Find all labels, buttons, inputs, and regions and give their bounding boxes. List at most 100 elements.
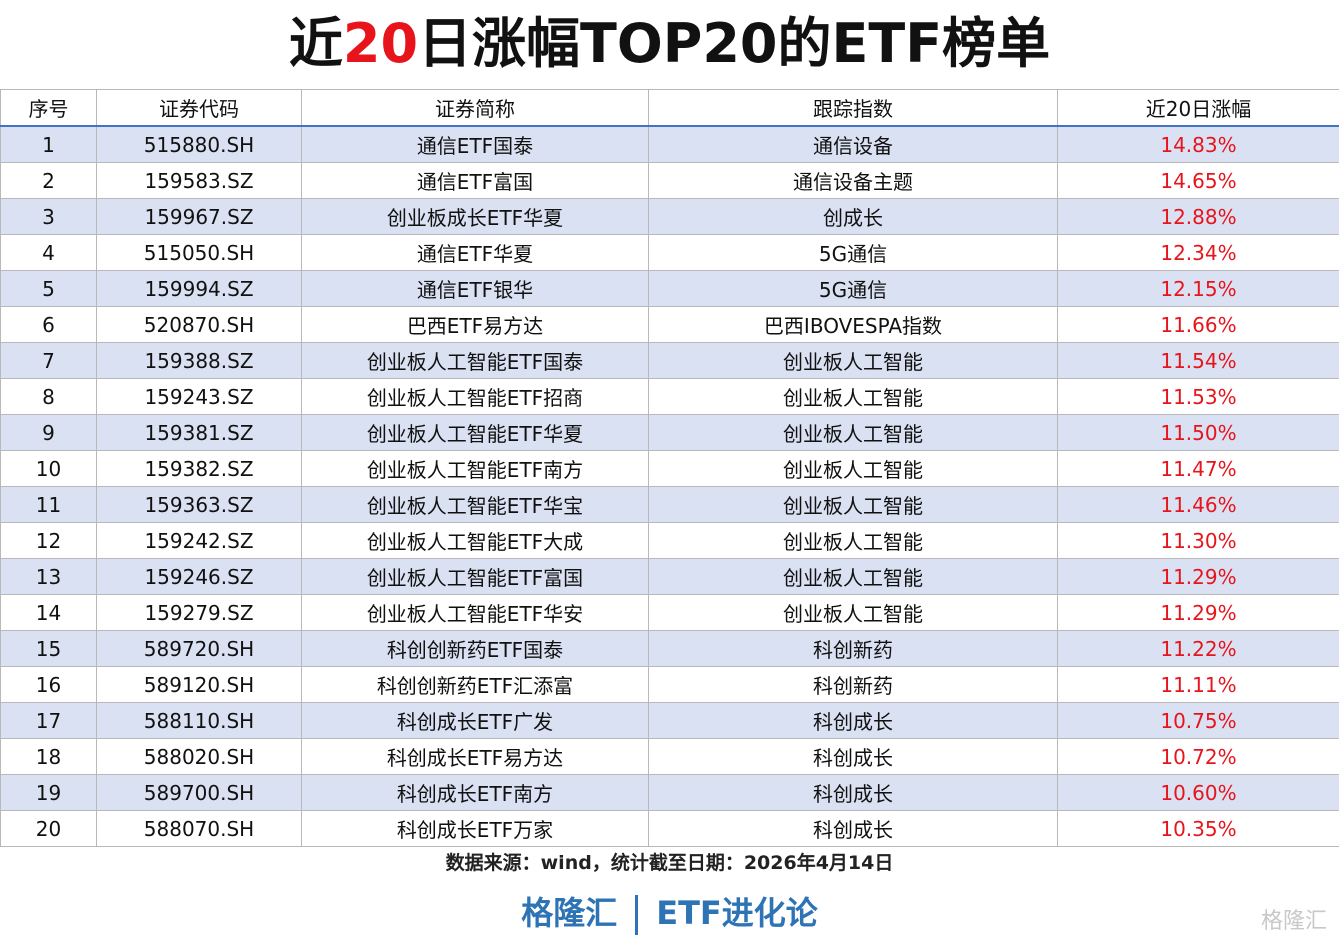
table-cell: 创业板人工智能ETF华安 bbox=[301, 594, 649, 631]
table-row: 5 159994.SZ 通信ETF银华 5G通信 12.15% bbox=[0, 270, 1339, 307]
table-row: 7 159388.SZ 创业板人工智能ETF国泰 创业板人工智能 11.54% bbox=[0, 342, 1339, 379]
table-cell: 科创成长ETF广发 bbox=[301, 702, 649, 739]
table-cell: 159363.SZ bbox=[96, 486, 302, 523]
table-cell: 创业板成长ETF华夏 bbox=[301, 198, 649, 235]
title: 近20日涨幅TOP20的ETF榜单 bbox=[0, 8, 1339, 80]
table-cell: 1 bbox=[0, 125, 97, 163]
table-cell: 11.30% bbox=[1057, 522, 1339, 559]
table-row: 2 159583.SZ 通信ETF富国 通信设备主题 14.65% bbox=[0, 162, 1339, 199]
table-row: 11 159363.SZ 创业板人工智能ETF华宝 创业板人工智能 11.46% bbox=[0, 486, 1339, 523]
table-cell: 20 bbox=[0, 810, 97, 847]
table-cell: 创业板人工智能ETF富国 bbox=[301, 558, 649, 595]
table-cell: 2 bbox=[0, 162, 97, 199]
table-cell: 11.29% bbox=[1057, 594, 1339, 631]
table-cell: 12.34% bbox=[1057, 234, 1339, 271]
table-cell: 10.75% bbox=[1057, 702, 1339, 739]
header-cell: 证券简称 bbox=[301, 89, 649, 127]
table-cell: 159279.SZ bbox=[96, 594, 302, 631]
table-cell: 18 bbox=[0, 738, 97, 775]
table-cell: 589120.SH bbox=[96, 666, 302, 703]
table-cell: 创业板人工智能ETF大成 bbox=[301, 522, 649, 559]
table-row: 4 515050.SH 通信ETF华夏 5G通信 12.34% bbox=[0, 234, 1339, 271]
table-cell: 3 bbox=[0, 198, 97, 235]
table-cell: 创业板人工智能ETF华夏 bbox=[301, 414, 649, 451]
table-cell: 创业板人工智能ETF国泰 bbox=[301, 342, 649, 379]
table-cell: 创业板人工智能 bbox=[648, 594, 1058, 631]
table-cell: 11.29% bbox=[1057, 558, 1339, 595]
table-cell: 589720.SH bbox=[96, 630, 302, 667]
table-row: 12 159242.SZ 创业板人工智能ETF大成 创业板人工智能 11.30% bbox=[0, 522, 1339, 559]
table-row: 20 588070.SH 科创成长ETF万家 科创成长 10.35% bbox=[0, 810, 1339, 847]
table-cell: 10.35% bbox=[1057, 810, 1339, 847]
table-cell: 4 bbox=[0, 234, 97, 271]
table-cell: 巴西ETF易方达 bbox=[301, 306, 649, 343]
table-cell: 12 bbox=[0, 522, 97, 559]
table-cell: 17 bbox=[0, 702, 97, 739]
table-cell: 588020.SH bbox=[96, 738, 302, 775]
table-cell: 创业板人工智能ETF南方 bbox=[301, 450, 649, 487]
table-row: 15 589720.SH 科创创新药ETF国泰 科创新药 11.22% bbox=[0, 630, 1339, 667]
table-cell: 515880.SH bbox=[96, 125, 302, 163]
table-cell: 11.50% bbox=[1057, 414, 1339, 451]
table-cell: 13 bbox=[0, 558, 97, 595]
table-cell: 11.54% bbox=[1057, 342, 1339, 379]
separator bbox=[635, 895, 639, 935]
table-cell: 520870.SH bbox=[96, 306, 302, 343]
watermark: 格隆汇 bbox=[1260, 909, 1327, 934]
header-row: 序号 证券代码 证券简称 跟踪指数 近20日涨幅 bbox=[0, 89, 1339, 127]
table-row: 6 520870.SH 巴西ETF易方达 巴西IBOVESPA指数 11.66% bbox=[0, 306, 1339, 343]
table-cell: 10.72% bbox=[1057, 738, 1339, 775]
table-cell: 7 bbox=[0, 342, 97, 379]
table-cell: 11.53% bbox=[1057, 378, 1339, 415]
table-cell: 科创新药 bbox=[648, 630, 1058, 667]
table-row: 3 159967.SZ 创业板成长ETF华夏 创成长 12.88% bbox=[0, 198, 1339, 235]
table-cell: 12.88% bbox=[1057, 198, 1339, 235]
table-row: 13 159246.SZ 创业板人工智能ETF富国 创业板人工智能 11.29% bbox=[0, 558, 1339, 595]
etf-table: 序号 证券代码 证券简称 跟踪指数 近20日涨幅 1 515880.SH 通信ETF国泰 通信… bbox=[0, 89, 1339, 847]
table-row: 1 515880.SH 通信ETF国泰 通信设备 14.83% bbox=[0, 125, 1339, 163]
table-cell: 159382.SZ bbox=[96, 450, 302, 487]
table-cell: 通信ETF华夏 bbox=[301, 234, 649, 271]
title-highlight: 20 bbox=[342, 12, 419, 75]
table-cell: 创业板人工智能ETF华宝 bbox=[301, 486, 649, 523]
table-cell: 科创成长ETF万家 bbox=[301, 810, 649, 847]
table-cell: 通信ETF国泰 bbox=[301, 125, 649, 163]
table-cell: 159246.SZ bbox=[96, 558, 302, 595]
table-cell: 创业板人工智能 bbox=[648, 450, 1058, 487]
table-cell: 通信设备 bbox=[648, 125, 1058, 163]
table-cell: 12.15% bbox=[1057, 270, 1339, 307]
table-row: 18 588020.SH 科创成长ETF易方达 科创成长 10.72% bbox=[0, 738, 1339, 775]
table-cell: 11 bbox=[0, 486, 97, 523]
table-cell: 11.66% bbox=[1057, 306, 1339, 343]
table-cell: 14 bbox=[0, 594, 97, 631]
table-cell: 588070.SH bbox=[96, 810, 302, 847]
table-cell: 11.11% bbox=[1057, 666, 1339, 703]
table-cell: 15 bbox=[0, 630, 97, 667]
table-cell: 14.65% bbox=[1057, 162, 1339, 199]
table-cell: 159381.SZ bbox=[96, 414, 302, 451]
table-row: 9 159381.SZ 创业板人工智能ETF华夏 创业板人工智能 11.50% bbox=[0, 414, 1339, 451]
table-cell: 科创成长ETF易方达 bbox=[301, 738, 649, 775]
table-cell: 通信ETF富国 bbox=[301, 162, 649, 199]
table-cell: 科创成长ETF南方 bbox=[301, 774, 649, 811]
table-cell: 159994.SZ bbox=[96, 270, 302, 307]
table-row: 14 159279.SZ 创业板人工智能ETF华安 创业板人工智能 11.29% bbox=[0, 594, 1339, 631]
table-cell: 创业板人工智能 bbox=[648, 378, 1058, 415]
table-cell: 10 bbox=[0, 450, 97, 487]
table-cell: 科创成长 bbox=[648, 774, 1058, 811]
table-cell: 科创成长 bbox=[648, 702, 1058, 739]
table-cell: 19 bbox=[0, 774, 97, 811]
table-cell: 589700.SH bbox=[96, 774, 302, 811]
table-cell: 创业板人工智能 bbox=[648, 414, 1058, 451]
table-cell: 创业板人工智能 bbox=[648, 486, 1058, 523]
table-cell: 159388.SZ bbox=[96, 342, 302, 379]
table-row: 19 589700.SH 科创成长ETF南方 科创成长 10.60% bbox=[0, 774, 1339, 811]
table-cell: 科创新药 bbox=[648, 666, 1058, 703]
source-note: 数据来源：wind，统计截至日期：2026年4月14日 bbox=[445, 852, 894, 874]
header-cell: 近20日涨幅 bbox=[1057, 89, 1339, 127]
header-cell: 证券代码 bbox=[96, 89, 302, 127]
table-cell: 6 bbox=[0, 306, 97, 343]
table-cell: 10.60% bbox=[1057, 774, 1339, 811]
table-cell: 16 bbox=[0, 666, 97, 703]
